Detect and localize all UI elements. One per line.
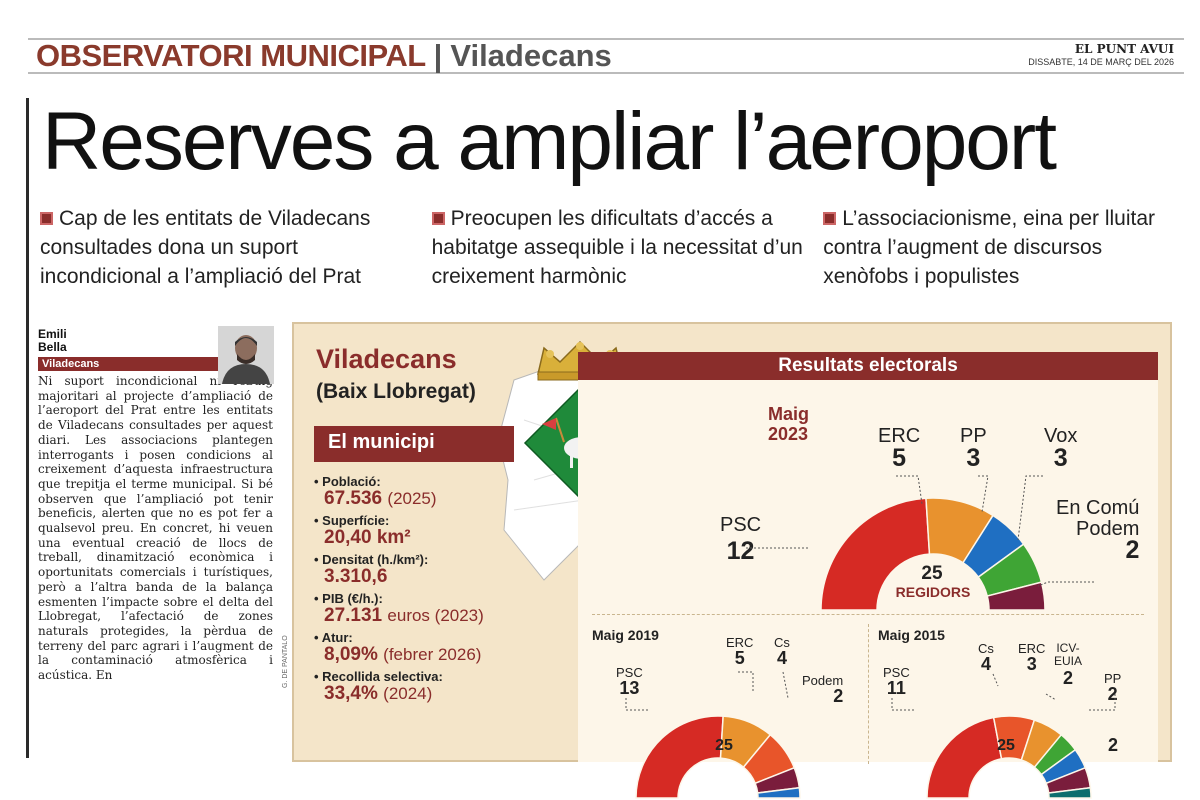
municipality-section-title: El municipi — [314, 426, 514, 462]
label-2015-pp: PP 2 — [1104, 671, 1122, 704]
total-label-2023: REGIDORS — [895, 584, 971, 600]
author-name: Emili Bella — [38, 327, 67, 354]
bullet-square-icon — [431, 212, 445, 225]
election-2015-title: Maig 2015 — [878, 627, 945, 643]
stats-list: Població: 67.536 (2025) Superfície: 20,4… — [314, 474, 564, 708]
stat-density: Densitat (h./km²): 3.310,6 — [314, 552, 564, 587]
label-2015-icv: ICV- EUIA 2 — [1054, 641, 1083, 689]
total-2019: 25 — [715, 737, 733, 754]
header-separator: | — [433, 38, 443, 73]
stat-area: Superfície: 20,40 km² — [314, 513, 564, 548]
stat-gdp: PIB (€/h.): 27.131 euros (2023) — [314, 591, 564, 626]
section-header: OBSERVATORI MUNICIPAL | Viladecans EL PU… — [28, 38, 1184, 74]
municipality-name: Viladecans — [316, 344, 457, 374]
author-location: Viladecans — [38, 357, 268, 371]
label-2015-extra: 2 — [1108, 735, 1119, 755]
label-2023-pp: PP 3 — [960, 425, 987, 472]
seat-segment-en-com-podem — [986, 581, 1046, 611]
panel-divider — [592, 614, 1144, 615]
article-body: Ni suport incondicional ni rebuig majori… — [38, 374, 273, 683]
seat-segment-psc — [820, 497, 931, 611]
election-2023-title: Maig 2023 — [768, 404, 810, 444]
leader-lines-2023 — [746, 475, 1094, 587]
label-2023-psc: PSC 12 — [720, 514, 762, 565]
label-2015-psc: PSC 11 — [883, 665, 910, 698]
bullet-square-icon — [40, 212, 53, 225]
label-2019-podem: Podem 2 — [802, 673, 844, 706]
leader-lines-small — [625, 671, 1116, 711]
section-rubric: OBSERVATORI MUNICIPAL — [36, 38, 426, 73]
panel-vdivider — [868, 624, 869, 764]
label-2023-ecp: En Comú Podem 2 — [1056, 497, 1140, 564]
bullet-square-icon — [823, 212, 837, 225]
left-rule — [26, 98, 29, 758]
total-2015: 25 — [997, 737, 1015, 754]
label-2015-erc: ERC 3 — [1018, 641, 1046, 674]
subhead-1: Cap de les entitats de Viladecans consul… — [40, 207, 371, 288]
article-column: Emili Bella Viladecans Ni suport incondi… — [38, 326, 274, 739]
author-photo — [218, 326, 274, 384]
publication-box: EL PUNT AVUI DISSABTE, 14 DE MARÇ DEL 20… — [1028, 43, 1174, 67]
comarca-name: (Baix Llobregat) — [316, 380, 476, 403]
total-2023: 25 — [921, 563, 943, 584]
label-2019-erc: ERC 5 — [726, 635, 754, 668]
label-2023-erc: ERC 5 — [878, 425, 921, 472]
publication-date: DISSABTE, 14 DE MARÇ DEL 2026 — [1028, 57, 1174, 67]
subhead-2: Preocupen les dificultats d’accés a habi… — [431, 207, 803, 288]
election-2019-title: Maig 2019 — [592, 627, 659, 643]
results-title: Resultats electorals — [578, 352, 1158, 380]
section-town: Viladecans — [450, 38, 612, 73]
stat-recycling: Recollida selectiva: 33,4% (2024) — [314, 669, 564, 704]
photo-credit: G. DE PANTALO — [282, 635, 289, 688]
chart-2023 — [820, 497, 1046, 611]
label-2023-vox: Vox 3 — [1044, 425, 1078, 472]
subheads: Cap de les entitats de Viladecans consul… — [40, 204, 1190, 291]
stat-population: Població: 67.536 (2025) — [314, 474, 564, 509]
infographic: Viladecans (Baix Llobregat) El municipi … — [292, 322, 1172, 799]
label-2015-cs: Cs 4 — [978, 641, 994, 674]
election-results-panel: Resultats electorals Maig 2023 ERC 5 PP 3 … — [578, 352, 1158, 799]
subhead-3: L’associacionisme, eina per lluitar cont… — [823, 207, 1156, 288]
label-2019-psc: PSC 13 — [616, 665, 643, 698]
stat-unemployment: Atur: 8,09% (febrer 2026) — [314, 630, 564, 665]
label-2019-cs: Cs 4 — [774, 635, 790, 668]
publication-name: EL PUNT AVUI — [1074, 42, 1174, 56]
headline: Reserves a ampliar l’aeroport — [42, 96, 1057, 187]
